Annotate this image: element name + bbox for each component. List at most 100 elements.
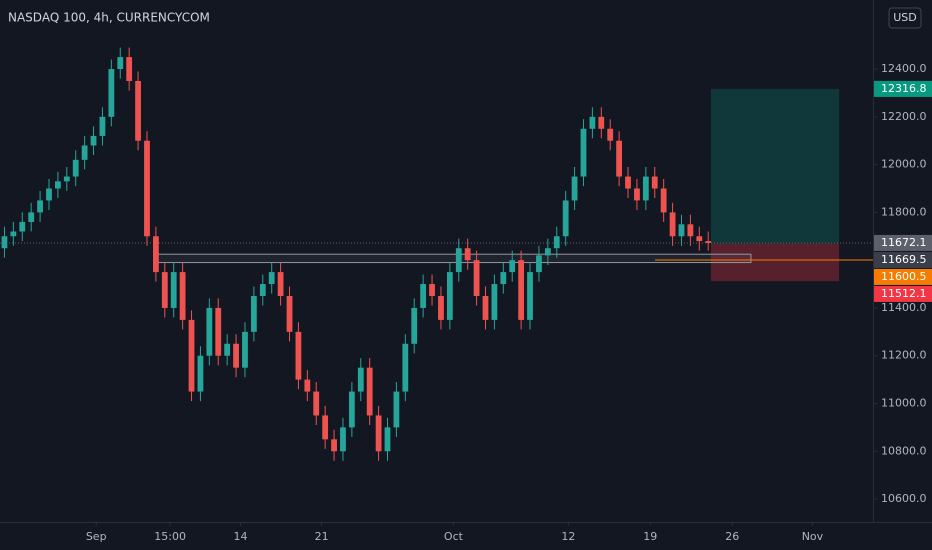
price-label-box [874,251,932,268]
y-tick-label: 11000.0 [881,397,927,410]
candle-body [206,307,213,356]
candle-body [411,307,418,344]
candle-body [304,379,311,392]
candle-body [242,331,248,368]
candle-body [144,140,150,237]
candle-body [705,241,712,243]
candle-body [455,248,462,273]
candle-body [509,260,516,273]
candle-body [669,212,676,237]
x-tick-label: 12 [561,530,575,543]
candle-body [384,427,391,452]
candle-body [375,415,382,452]
candle-body [616,140,623,177]
candle-body [188,319,195,392]
candle-body [55,181,61,189]
candle-body [37,200,43,213]
x-tick-label: 19 [643,530,657,543]
candle-body [544,248,551,256]
y-tick-label: 12200.0 [881,110,927,123]
price-label: 11672.1 [881,236,927,249]
candle-body [81,145,88,160]
candle-body [161,272,168,308]
x-tick-label: 14 [234,530,248,543]
candle-body [500,272,507,285]
candle-body [527,272,533,320]
currency-box[interactable] [888,7,922,29]
candle-body [259,284,266,296]
candle-body [580,128,587,177]
y-tick-label: 12000.0 [881,158,927,171]
price-label-box [874,234,932,251]
candle-body [562,200,569,237]
candle-body [348,391,355,428]
candle-body [63,176,70,182]
candle-body [197,355,204,392]
candle-body [553,236,560,249]
candle-body [340,427,346,452]
candle-body [28,212,35,222]
candle-body [598,116,605,129]
price-label-box [874,285,932,302]
x-tick-label: Oct [444,530,464,543]
candle-body [126,57,133,81]
candle-body [10,231,17,237]
candle-body [286,295,293,332]
candle-body [117,57,124,70]
candle-body [152,236,159,273]
candle-body [687,224,694,237]
candle-body [625,176,631,189]
candle-body [224,343,231,356]
candle-body [357,367,364,392]
candle-body [696,236,703,242]
candle-body [642,176,649,201]
candle-body [473,260,480,296]
currency-label: USD [893,11,917,24]
candle-body [518,260,525,320]
candle-body [634,188,640,201]
candle-body [660,188,667,213]
candle-body [651,176,658,189]
candle-body [215,307,222,356]
candle-body [429,284,435,296]
price-label-box [874,268,932,285]
y-tick-label: 11800.0 [881,205,927,218]
y-tick-label: 11200.0 [881,349,927,362]
price-label-box [874,80,932,97]
x-tick-label: 21 [315,530,329,543]
candle-body [678,224,685,237]
candle-body [438,295,444,320]
y-tick-label: 11400.0 [881,301,927,314]
candle-body [277,272,284,296]
candle-body [46,188,52,201]
candle-body [446,272,453,320]
candle-body [72,159,79,177]
price-label: 12316.8 [881,82,927,95]
x-tick-label: Sep [86,530,107,543]
candle-body [19,221,26,232]
candle-body [179,272,186,320]
price-label: 11600.5 [881,270,927,283]
price-label: 11512.1 [881,287,927,300]
candle-body [331,439,337,452]
candle-body [589,116,596,129]
candle-body [393,391,400,428]
x-tick-label: 15:00 [154,530,186,543]
candle-body [607,128,614,141]
y-tick-label: 12400.0 [881,62,927,75]
candle-body [295,331,302,380]
candle-body [571,176,578,201]
x-tick-label: 26 [725,530,739,543]
candle-body [1,236,8,249]
candle-body [90,135,97,146]
profit-zone [710,88,840,244]
candle-body [99,116,106,136]
candle-body [250,295,257,332]
x-tick-label: Nov [802,530,824,543]
candle-body [108,69,115,117]
support-zone [156,253,752,264]
y-tick-label: 10600.0 [881,492,927,505]
candle-body [322,415,329,440]
candle-body [170,272,177,308]
